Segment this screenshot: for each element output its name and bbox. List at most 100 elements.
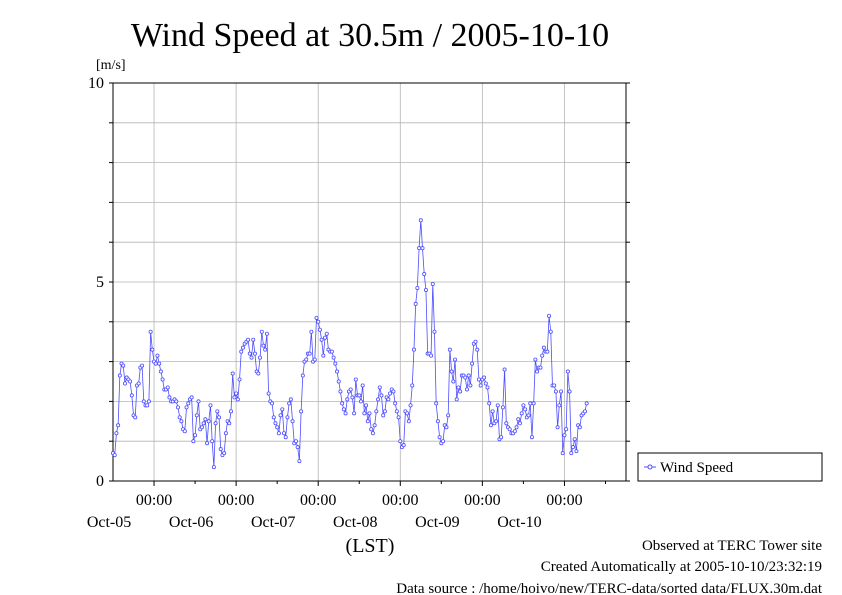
data-point (196, 399, 201, 404)
data-point (182, 429, 187, 434)
data-point (494, 419, 499, 424)
data-point (297, 459, 302, 464)
data-point (435, 419, 440, 424)
data-point (239, 349, 244, 354)
y-axis: 0 5 10 (88, 75, 630, 490)
data-point (140, 363, 145, 368)
data-point (275, 425, 280, 430)
data-point (333, 361, 338, 366)
data-point (205, 441, 210, 446)
data-point (290, 419, 295, 424)
x-tick-label-time: 00:00 (136, 492, 172, 509)
data-point (184, 405, 189, 410)
data-point (153, 361, 158, 366)
data-point (309, 329, 314, 334)
data-point (500, 405, 505, 410)
data-point (194, 413, 199, 418)
x-tick-label-date: Oct-08 (333, 514, 377, 531)
data-point (401, 443, 406, 448)
data-point (247, 351, 252, 356)
data-point (369, 427, 374, 432)
data-point (117, 373, 122, 378)
footer-source: Data source : /home/hoivo/new/TERC-data/… (396, 581, 823, 595)
x-tick-label-date: Oct-10 (497, 514, 541, 531)
data-point (343, 411, 348, 416)
data-point (475, 347, 480, 352)
data-point (488, 423, 493, 428)
data-point (569, 451, 574, 456)
data-point (422, 272, 427, 277)
data-point (560, 451, 565, 456)
data-point (377, 385, 382, 390)
data-point (391, 389, 396, 394)
data-point (570, 445, 575, 450)
data-point (281, 431, 286, 436)
data-point (526, 413, 531, 418)
data-point (340, 401, 345, 406)
data-point (473, 339, 478, 344)
data-point (559, 389, 564, 394)
data-point (259, 329, 264, 334)
data-point (133, 415, 138, 420)
data-point (584, 401, 589, 406)
data-point (353, 377, 358, 382)
data-point (299, 409, 304, 414)
data-point (523, 407, 528, 412)
data-point (504, 421, 509, 426)
data-point (540, 353, 545, 358)
data-point (408, 403, 413, 408)
data-point (454, 397, 459, 402)
data-point (466, 373, 471, 378)
data-point (335, 369, 340, 374)
data-point (420, 246, 425, 251)
data-point (251, 337, 256, 342)
y-tick-label: 0 (96, 473, 104, 490)
data-point (317, 327, 322, 332)
data-point (468, 383, 473, 388)
data-point (252, 351, 257, 356)
data-point (129, 393, 134, 398)
data-point (263, 347, 268, 352)
data-point (415, 285, 420, 290)
data-point (533, 357, 538, 362)
data-point (446, 413, 451, 418)
data-point (564, 427, 569, 432)
data-point (464, 387, 469, 392)
data-point (316, 319, 321, 324)
data-point (331, 355, 336, 360)
data-point (240, 345, 245, 350)
data-point (122, 381, 127, 386)
data-point (304, 357, 309, 362)
data-point (329, 349, 334, 354)
data-point (189, 395, 194, 400)
data-point (341, 407, 346, 412)
data-point (548, 329, 553, 334)
data-point (141, 399, 146, 404)
data-point (293, 439, 298, 444)
data-point (276, 431, 281, 436)
data-point (376, 397, 381, 402)
data-point (264, 331, 269, 336)
legend-marker-swatch (647, 464, 653, 470)
data-point (249, 355, 254, 360)
data-point (285, 415, 290, 420)
data-point (174, 399, 179, 404)
data-point (203, 417, 208, 422)
data-point (179, 419, 184, 424)
data-point (114, 431, 119, 436)
data-point (287, 401, 292, 406)
data-point (499, 435, 504, 440)
data-point (175, 405, 180, 410)
data-point (507, 427, 512, 432)
data-point (406, 419, 411, 424)
data-point (574, 449, 579, 454)
data-point (535, 369, 540, 374)
data-point (541, 345, 546, 350)
footer-created: Created Automatically at 2005-10-10/23:3… (541, 559, 822, 575)
data-point (531, 401, 536, 406)
data-point (215, 409, 220, 414)
data-point (300, 373, 305, 378)
data-point (423, 287, 428, 292)
data-point (280, 407, 285, 412)
data-point (577, 425, 582, 430)
